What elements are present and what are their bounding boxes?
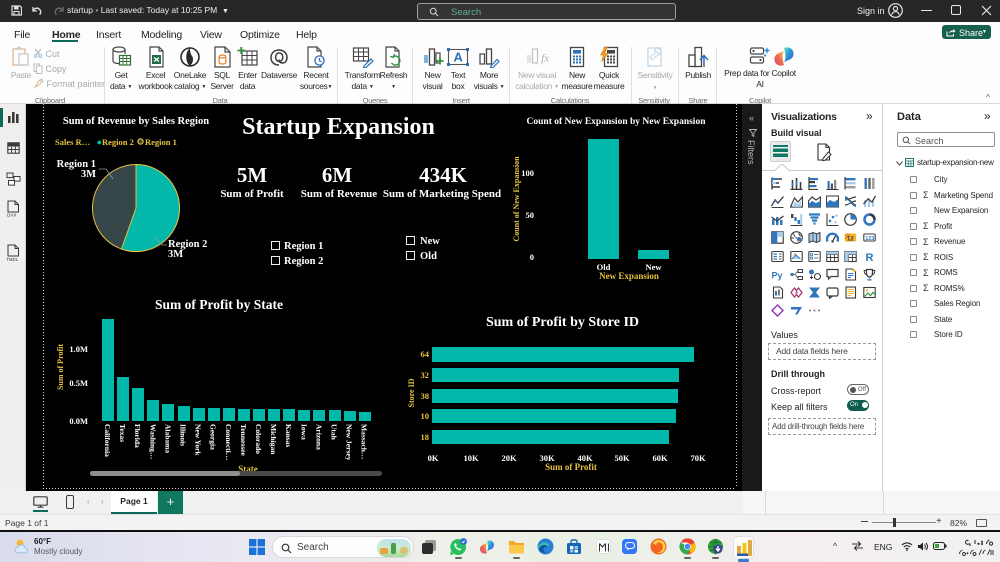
svg-text:Py: Py [772, 270, 783, 280]
svg-text:A: A [793, 252, 796, 257]
svg-text:A: A [453, 50, 463, 65]
svg-text:12: 12 [847, 237, 854, 243]
svg-text:TMDL: TMDL [6, 257, 19, 262]
svg-text:123: 123 [865, 236, 874, 242]
svg-text:DAX: DAX [7, 212, 16, 217]
svg-text:R: R [865, 252, 873, 263]
svg-text:fx: fx [541, 51, 549, 65]
